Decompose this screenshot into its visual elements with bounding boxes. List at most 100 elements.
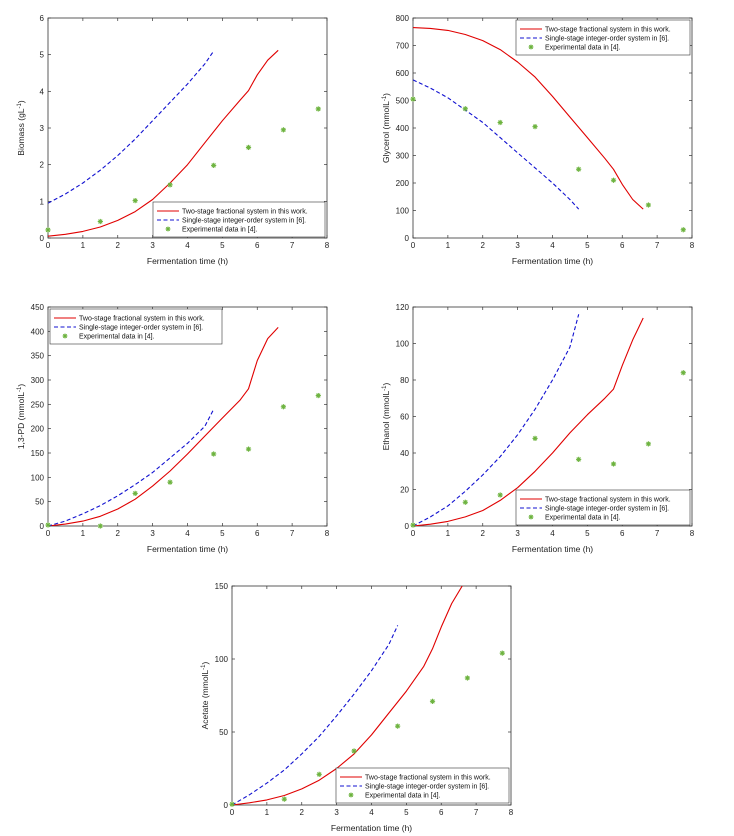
y-tick-label: 250 xyxy=(31,400,45,409)
experimental-data-point xyxy=(499,650,505,656)
y-tick-label: 300 xyxy=(396,152,410,161)
legend-label-integer: Single-stage integer-order system in [6]… xyxy=(365,784,489,791)
legend-box xyxy=(152,201,326,238)
x-tick-label: 6 xyxy=(255,241,260,250)
legend-label-experimental: Experimental data in [4]. xyxy=(79,334,155,341)
y-tick-label: 1 xyxy=(40,197,45,206)
y-tick-label: 0 xyxy=(224,801,229,810)
y-tick-label: 500 xyxy=(396,97,410,106)
legend: Two-stage fractional system in this work… xyxy=(335,767,510,804)
y-tick-label: 50 xyxy=(219,728,228,737)
experimental-data-point xyxy=(429,698,436,704)
experimental-data-point xyxy=(211,451,217,457)
x-tick-label: 1 xyxy=(81,529,86,538)
x-tick-label: 7 xyxy=(655,241,660,250)
y-tick-label: 120 xyxy=(396,303,410,312)
experimental-data-point xyxy=(45,522,51,528)
y-tick-label: 100 xyxy=(396,207,410,216)
y-tick-label: 200 xyxy=(396,179,410,188)
x-tick-label: 2 xyxy=(116,241,121,250)
legend-label-fractional: Two-stage fractional system in this work… xyxy=(182,209,308,216)
y-tick-label: 100 xyxy=(215,655,229,664)
x-tick-label: 0 xyxy=(46,529,51,538)
fractional-model-line xyxy=(413,27,644,210)
legend-box xyxy=(515,19,691,56)
y-tick-label: 3 xyxy=(40,124,45,133)
y-tick-label: 6 xyxy=(40,14,45,23)
legend-label-integer: Single-stage integer-order system in [6]… xyxy=(545,36,669,43)
y-tick-label: 150 xyxy=(31,449,45,458)
y-tick-label: 4 xyxy=(40,87,45,96)
legend-experimental-marker xyxy=(528,514,534,520)
y-tick-label: 100 xyxy=(396,340,410,349)
legend-label-fractional: Two-stage fractional system in this work… xyxy=(545,27,671,34)
y-tick-label: 150 xyxy=(215,582,229,591)
experimental-data-point xyxy=(316,771,322,777)
experimental-data-point xyxy=(610,461,617,467)
x-tick-label: 1 xyxy=(446,529,451,538)
legend-label-experimental: Experimental data in [4]. xyxy=(545,515,621,522)
y-tick-label: 60 xyxy=(400,413,409,422)
experimental-data-point xyxy=(645,441,652,447)
x-tick-label: 7 xyxy=(290,241,295,250)
plot-area xyxy=(47,17,328,239)
y-tick-label: 0 xyxy=(40,234,45,243)
y-tick-label: 2 xyxy=(40,161,45,170)
x-tick-label: 3 xyxy=(150,241,155,250)
legend-label-experimental: Experimental data in [4]. xyxy=(182,227,258,234)
experimental-data-point xyxy=(167,182,173,188)
legend: Two-stage fractional system in this work… xyxy=(49,308,223,345)
experimental-data-point xyxy=(167,479,173,485)
experimental-data-point xyxy=(497,492,503,498)
x-tick-label: 3 xyxy=(515,529,520,538)
x-tick-label: 4 xyxy=(550,241,555,250)
x-tick-label: 5 xyxy=(220,529,225,538)
x-tick-label: 4 xyxy=(185,241,190,250)
x-tick-label: 8 xyxy=(325,241,330,250)
legend-label-experimental: Experimental data in [4]. xyxy=(545,45,621,52)
y-tick-label: 0 xyxy=(40,522,45,531)
x-tick-label: 3 xyxy=(334,808,339,817)
chart-panel-5: 0 1 2 3 4 5 6 7 8 0 50 100 150 Fermentation time (h) A… xyxy=(200,582,514,833)
legend-label-integer: Single-stage integer-order system in [6]… xyxy=(182,218,306,225)
x-tick-label: 1 xyxy=(446,241,451,250)
x-tick-label: 3 xyxy=(515,241,520,250)
y-axis-label: Biomass (gL-1) xyxy=(16,100,26,156)
x-tick-label: 7 xyxy=(655,529,660,538)
experimental-data-point xyxy=(410,522,416,528)
fractional-model-line xyxy=(232,586,463,805)
x-tick-label: 1 xyxy=(81,241,86,250)
experimental-data-point xyxy=(576,166,582,172)
experimental-data-point xyxy=(45,227,51,233)
x-tick-label: 5 xyxy=(220,241,225,250)
experimental-data-point xyxy=(576,456,582,462)
y-tick-label: 400 xyxy=(31,327,45,336)
legend-experimental-marker xyxy=(348,792,354,798)
x-tick-label: 4 xyxy=(550,529,555,538)
integer-model-line xyxy=(48,408,215,526)
experimental-data-point xyxy=(410,96,416,102)
legend-label-experimental: Experimental data in [4]. xyxy=(365,793,441,800)
x-tick-label: 7 xyxy=(290,529,295,538)
experimental-data-point xyxy=(610,177,617,183)
y-tick-label: 80 xyxy=(400,376,409,385)
x-tick-label: 7 xyxy=(474,808,479,817)
x-axis-label: Fermentation time (h) xyxy=(512,544,593,554)
x-tick-label: 0 xyxy=(230,808,235,817)
x-tick-label: 6 xyxy=(620,529,625,538)
x-tick-label: 3 xyxy=(150,529,155,538)
legend-label-fractional: Two-stage fractional system in this work… xyxy=(545,497,671,504)
legend-box xyxy=(49,308,223,345)
experimental-data-point xyxy=(132,198,138,204)
y-tick-label: 450 xyxy=(31,303,45,312)
experimental-data-point xyxy=(532,435,538,441)
legend-label-fractional: Two-stage fractional system in this work… xyxy=(365,775,491,782)
plot-area xyxy=(412,306,693,527)
experimental-data-point xyxy=(97,218,103,225)
y-tick-label: 200 xyxy=(31,425,45,434)
experimental-data-point xyxy=(229,801,235,807)
fractional-model-line xyxy=(48,49,279,237)
legend: Two-stage fractional system in this work… xyxy=(515,19,691,56)
integer-model-line xyxy=(48,50,215,204)
